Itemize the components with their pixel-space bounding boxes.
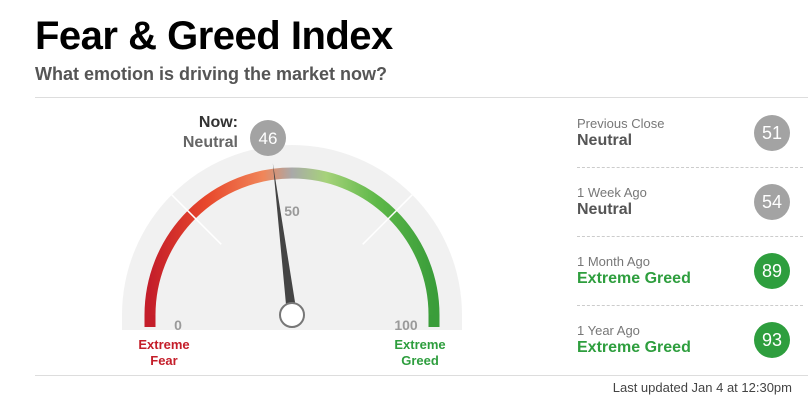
- history-value: 54: [754, 184, 790, 220]
- value-bubble: [250, 120, 286, 156]
- tick-label: 100: [394, 317, 418, 333]
- value-label: 46: [259, 129, 278, 148]
- history-divider: [577, 167, 803, 168]
- high-label: Extreme Greed: [394, 337, 446, 368]
- history-label: Previous Close: [577, 116, 665, 131]
- needle: [272, 163, 297, 316]
- needle-hub: [279, 302, 305, 328]
- tick-label: 50: [284, 203, 300, 219]
- history-rating: Extreme Greed: [577, 339, 691, 356]
- history-rating: Neutral: [577, 132, 633, 149]
- now-rating: Neutral: [182, 134, 238, 151]
- history-value: 89: [754, 253, 790, 289]
- history-divider: [577, 236, 803, 237]
- history-label: 1 Month Ago: [577, 254, 650, 269]
- history-label: 1 Week Ago: [577, 185, 647, 200]
- tick-label: 0: [174, 317, 182, 333]
- divider: [35, 97, 808, 98]
- gauge-band: [144, 167, 440, 316]
- history-divider: [577, 305, 803, 306]
- history-value: 93: [754, 322, 790, 358]
- zone-separator: [171, 194, 222, 245]
- now-label: Now:: [198, 114, 238, 131]
- subtitle: What emotion is driving the market now?: [35, 64, 388, 84]
- title: Fear & Greed Index: [35, 14, 393, 58]
- history-label: 1 Year Ago: [577, 323, 640, 338]
- gauge-background: [122, 145, 462, 330]
- history-rating: Extreme Greed: [577, 270, 691, 287]
- zone-separator: [362, 194, 413, 245]
- divider: [35, 375, 808, 376]
- history-value: 51: [754, 115, 790, 151]
- low-label: Extreme Fear: [138, 337, 190, 368]
- history-rating: Neutral: [577, 201, 633, 218]
- footer: Last updated Jan 4 at 12:30pm: [612, 380, 792, 395]
